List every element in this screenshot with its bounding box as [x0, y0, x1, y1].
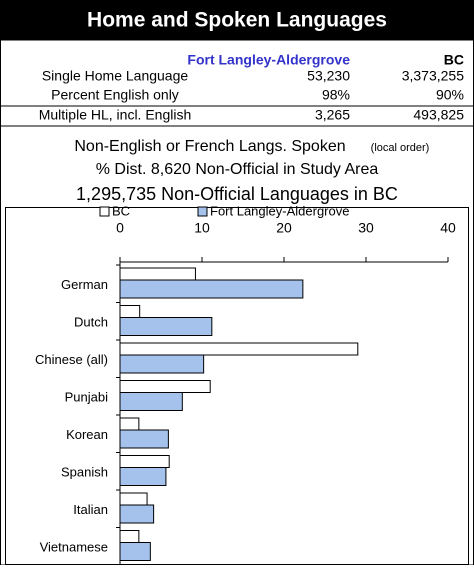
- legend-swatch: [99, 206, 110, 217]
- y-tick-label: Korean: [66, 427, 108, 442]
- bar: [119, 542, 151, 561]
- bar: [119, 279, 304, 299]
- title-bar: [0, 0, 474, 40]
- bar: [119, 267, 196, 281]
- col-header: BC: [444, 52, 464, 68]
- y-tick-label: Italian: [73, 502, 108, 517]
- y-tick-label: German: [61, 277, 108, 292]
- bar: [119, 342, 359, 356]
- y-tick-label: Spanish: [61, 465, 108, 480]
- y-tick-label: Dutch: [74, 315, 108, 330]
- cell: 53,230: [307, 68, 350, 84]
- legend-swatch: [197, 206, 208, 217]
- bar: [119, 455, 170, 468]
- bar: [119, 305, 141, 318]
- col-header: Fort Langley-Aldergrove: [187, 52, 350, 68]
- cell: 3,265: [315, 107, 350, 123]
- y-tick-label: Chinese (all): [35, 352, 108, 367]
- note: % Dist. 8,620 Non-Official in Study Area: [96, 161, 379, 178]
- x-tick-label: 40: [440, 220, 456, 236]
- bar: [119, 354, 205, 374]
- x-tick-label: 0: [116, 220, 124, 236]
- bar: [119, 504, 155, 524]
- title: Home and Spoken Languages: [87, 9, 387, 32]
- row-label: Percent English only: [51, 87, 179, 103]
- note: Non-English or French Langs. Spoken: [74, 138, 345, 155]
- x-tick-label: 10: [194, 220, 210, 236]
- row-label: Single Home Language: [42, 68, 189, 84]
- note: 1,295,735 Non-Official Languages in BC: [76, 184, 398, 204]
- bar: [119, 467, 167, 486]
- bar: [119, 317, 213, 336]
- x-tick-label: 30: [358, 220, 374, 236]
- x-tick-label: 20: [276, 220, 292, 236]
- y-tick-label: Punjabi: [65, 390, 108, 405]
- y-tick-label: Vietnamese: [40, 540, 108, 555]
- bar: [119, 530, 140, 543]
- legend-label: BC: [112, 203, 130, 218]
- row-label: Multiple HL, incl. English: [39, 107, 192, 123]
- bar: [119, 392, 183, 411]
- cell: 98%: [322, 87, 350, 103]
- cell: 493,825: [413, 107, 464, 123]
- bar: [119, 429, 169, 449]
- cell: 3,373,255: [402, 68, 464, 84]
- note-small: (local order): [371, 142, 430, 154]
- bar: [119, 380, 211, 393]
- cell: 90%: [436, 87, 464, 103]
- bar: [119, 417, 140, 431]
- legend-label: Fort Langley-Aldergrove: [210, 203, 349, 218]
- bar: [119, 492, 148, 506]
